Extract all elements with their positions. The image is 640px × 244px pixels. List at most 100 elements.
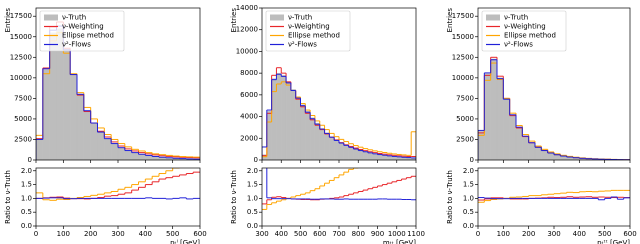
ratio-y-tick-label: 2.0	[247, 167, 258, 175]
bar	[547, 152, 555, 161]
bar	[309, 117, 316, 161]
step-riser	[266, 168, 412, 200]
bar	[63, 48, 71, 161]
ratio-y-tick-label: 0.0	[247, 222, 258, 230]
x-tick-label: 600	[193, 230, 206, 238]
bar	[484, 73, 491, 161]
legend-label: ν-Truth	[288, 14, 312, 22]
x-tick-label: 300	[255, 230, 268, 238]
bar	[97, 131, 105, 161]
ratio-y-tick-label: 0.0	[21, 222, 32, 230]
x-tick-label: 900	[371, 230, 384, 238]
y-tick-label: 7500	[14, 94, 32, 102]
y-tick-label: 10000	[236, 47, 258, 55]
x-tick-label: 400	[275, 230, 288, 238]
x-tick-label: 400	[139, 230, 152, 238]
bar	[290, 89, 296, 161]
bar	[534, 147, 542, 161]
x-tick-label: 1100	[407, 230, 425, 238]
ratio-axis-label: Ratio to ν-Truth	[446, 170, 454, 224]
bar	[111, 143, 119, 161]
x-tick-label: 500	[166, 230, 179, 238]
bar	[528, 142, 536, 161]
legend-box	[39, 10, 125, 52]
bar	[560, 155, 567, 161]
y-tick-label: 12500	[10, 53, 32, 61]
bar	[117, 147, 125, 161]
series	[36, 171, 200, 200]
x-tick-label: 500	[598, 230, 611, 238]
y-tick-label: 8000	[240, 69, 258, 77]
ratio-y-tick-label: 0.5	[21, 208, 32, 216]
bar	[358, 150, 364, 161]
y-axis-label: Entries	[446, 8, 454, 33]
bar	[83, 110, 91, 161]
y-tick-label: 15000	[452, 33, 474, 41]
legend-label: Ellipse method	[62, 32, 114, 40]
y-tick-label: 17500	[452, 12, 474, 20]
legend-label: ν-Truth	[62, 14, 86, 22]
series	[266, 168, 416, 201]
legend-label: ν-Weighting	[62, 23, 104, 31]
y-tick-label: 2500	[456, 135, 474, 143]
bar	[319, 128, 325, 161]
y-tick-label: 15000	[10, 33, 32, 41]
y-tick-label: 10000	[452, 74, 474, 82]
bar	[138, 154, 146, 161]
bar	[152, 156, 160, 161]
bar	[515, 126, 523, 161]
bar	[70, 73, 78, 161]
bar	[509, 114, 517, 161]
x-tick-label: 0	[34, 230, 38, 238]
bar	[353, 148, 359, 161]
bar	[362, 151, 369, 161]
bar	[338, 142, 344, 161]
x-tick-label: 100	[497, 230, 510, 238]
bar	[348, 146, 354, 161]
y-tick-label: 0	[28, 156, 32, 164]
ratio-axis-label: Ratio to ν-Truth	[230, 170, 238, 224]
legend-label: Ellipse method	[288, 32, 340, 40]
bar	[124, 150, 132, 161]
bar	[271, 78, 277, 161]
bar	[35, 139, 43, 161]
legend-label: ν-Weighting	[504, 23, 546, 31]
ratio-y-tick-label: 1.5	[247, 181, 258, 189]
series	[478, 59, 630, 160]
bar	[490, 58, 498, 161]
ratio-y-tick-label: 1.0	[463, 194, 474, 202]
y-tick-label: 0	[470, 156, 474, 164]
x-tick-label: 100	[57, 230, 70, 238]
y-tick-label: 17500	[10, 12, 32, 20]
y-tick-label: 0	[254, 156, 258, 164]
legend-label: ν²-Flows	[504, 41, 533, 49]
bar	[285, 81, 292, 161]
step-riser	[262, 74, 416, 160]
bar	[42, 69, 50, 161]
bar	[295, 96, 301, 161]
bar	[334, 139, 340, 161]
bar	[329, 136, 335, 161]
x-axis-label: mₜₜ [GeV]	[383, 239, 416, 244]
x-tick-label: 300	[547, 230, 560, 238]
ratio-y-tick-label: 2.0	[21, 167, 32, 175]
bar	[76, 94, 84, 161]
x-tick-label: 200	[522, 230, 535, 238]
series	[36, 168, 180, 201]
y-tick-label: 12500	[452, 53, 474, 61]
bar	[377, 154, 383, 161]
step-riser	[266, 176, 412, 204]
bar	[541, 150, 548, 161]
y-tick-label: 14000	[236, 4, 258, 12]
legend-swatch	[44, 14, 58, 21]
bar	[49, 32, 57, 161]
series	[478, 196, 630, 201]
bar	[145, 155, 153, 161]
legend-label: ν-Truth	[504, 14, 528, 22]
bar	[300, 104, 306, 161]
x-axis-label: pₜᵗᵗ [GeV]	[597, 239, 630, 244]
series	[478, 189, 630, 203]
step-riser	[478, 59, 630, 160]
ratio-y-tick-label: 1.0	[247, 194, 258, 202]
x-tick-label: 1000	[388, 230, 406, 238]
